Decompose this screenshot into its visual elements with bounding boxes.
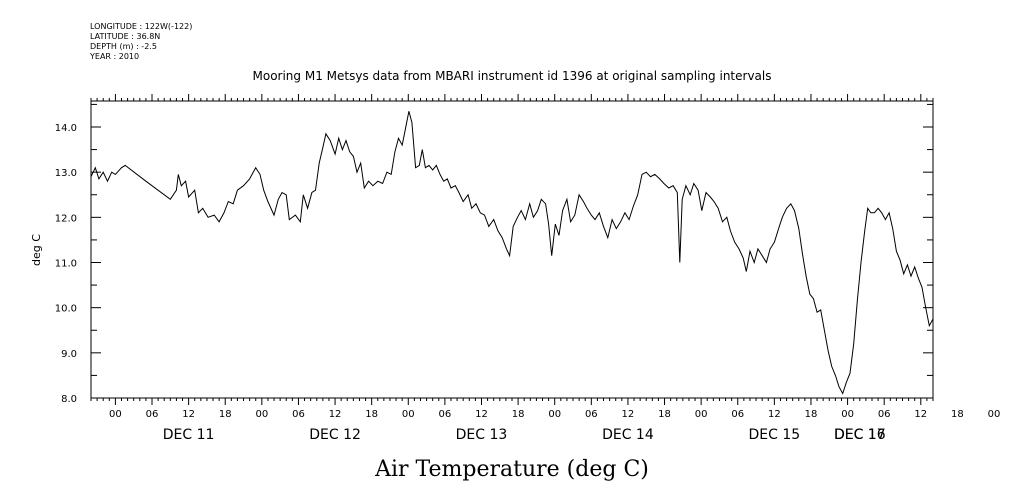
y-tick-label: 14.0	[55, 123, 77, 134]
x-tick-label: 12	[182, 409, 195, 420]
y-tick-label: 13.0	[55, 168, 77, 179]
longitude-label: LONGITUDE : 122W(-122)	[90, 22, 192, 31]
latitude-label: LATITUDE : 36.8N	[90, 32, 160, 41]
x-tick-label: 06	[878, 409, 891, 420]
day-label: DEC 15	[749, 427, 801, 443]
x-tick-label: 00	[402, 409, 415, 420]
day-label: DEC 13	[456, 427, 508, 443]
day-labels: DEC 11 DEC 12 DEC 13 DEC 14 DEC 15 DEC 16DEC …	[163, 427, 886, 443]
x-tick-label: 18	[951, 409, 964, 420]
xtick-labels: 00 06 12 18 00 06 12 18 00 06 12 18 00 06 12 18 00 06 12 18…	[109, 409, 1001, 420]
x-tick-label: 06	[292, 409, 305, 420]
x-tick-label: 12	[329, 409, 342, 420]
x-tick-label: 06	[439, 409, 452, 420]
ytick-labels: 8.0 9.0 10.0 11.0 12.0 13.0 14.0	[55, 123, 77, 405]
x-tick-label: 00	[109, 409, 122, 420]
y-tick-label: 12.0	[55, 213, 77, 224]
depth-label: DEPTH (m) : -2.5	[90, 42, 157, 51]
day-label: DEC 11	[163, 427, 215, 443]
x-tick-label: 06	[731, 409, 744, 420]
year-label: YEAR : 2010	[89, 52, 139, 61]
y-tick-label: 9.0	[61, 349, 77, 360]
day-label: DEC 12	[309, 427, 361, 443]
chart-title: Mooring M1 Metsys data from MBARI instru…	[253, 69, 772, 83]
x-tick-label: 06	[585, 409, 598, 420]
x-tick-label: 18	[805, 409, 818, 420]
y-tick-label: 8.0	[61, 394, 77, 405]
x-tick-label: 00	[548, 409, 561, 420]
x-tick-label: 12	[768, 409, 781, 420]
x-tick-label: 18	[365, 409, 378, 420]
x-tick-label: 06	[146, 409, 159, 420]
day-label: DEC 14	[602, 427, 654, 443]
y-tick-label: 11.0	[55, 259, 77, 270]
bottom-title: Air Temperature (deg C)	[374, 457, 649, 482]
x-tick-label: 00	[695, 409, 708, 420]
plot-frame	[90, 100, 934, 399]
y-axis-label: deg C	[30, 234, 43, 266]
day-label: DEC 17	[834, 427, 886, 443]
x-tick-label: 00	[255, 409, 268, 420]
x-tick-label: 12	[914, 409, 927, 420]
temperature-line	[90, 111, 934, 395]
x-tick-label: 18	[512, 409, 525, 420]
x-tick-label: 12	[622, 409, 635, 420]
y-tick-label: 10.0	[55, 304, 77, 315]
x-tick-label: 18	[658, 409, 671, 420]
x-tick-label: 12	[475, 409, 488, 420]
x-tick-label: 18	[219, 409, 232, 420]
x-tick-label: 00	[841, 409, 854, 420]
ticks	[90, 94, 934, 405]
day-label: DEC 16	[834, 427, 886, 443]
x-tick-label: 00	[988, 409, 1001, 420]
